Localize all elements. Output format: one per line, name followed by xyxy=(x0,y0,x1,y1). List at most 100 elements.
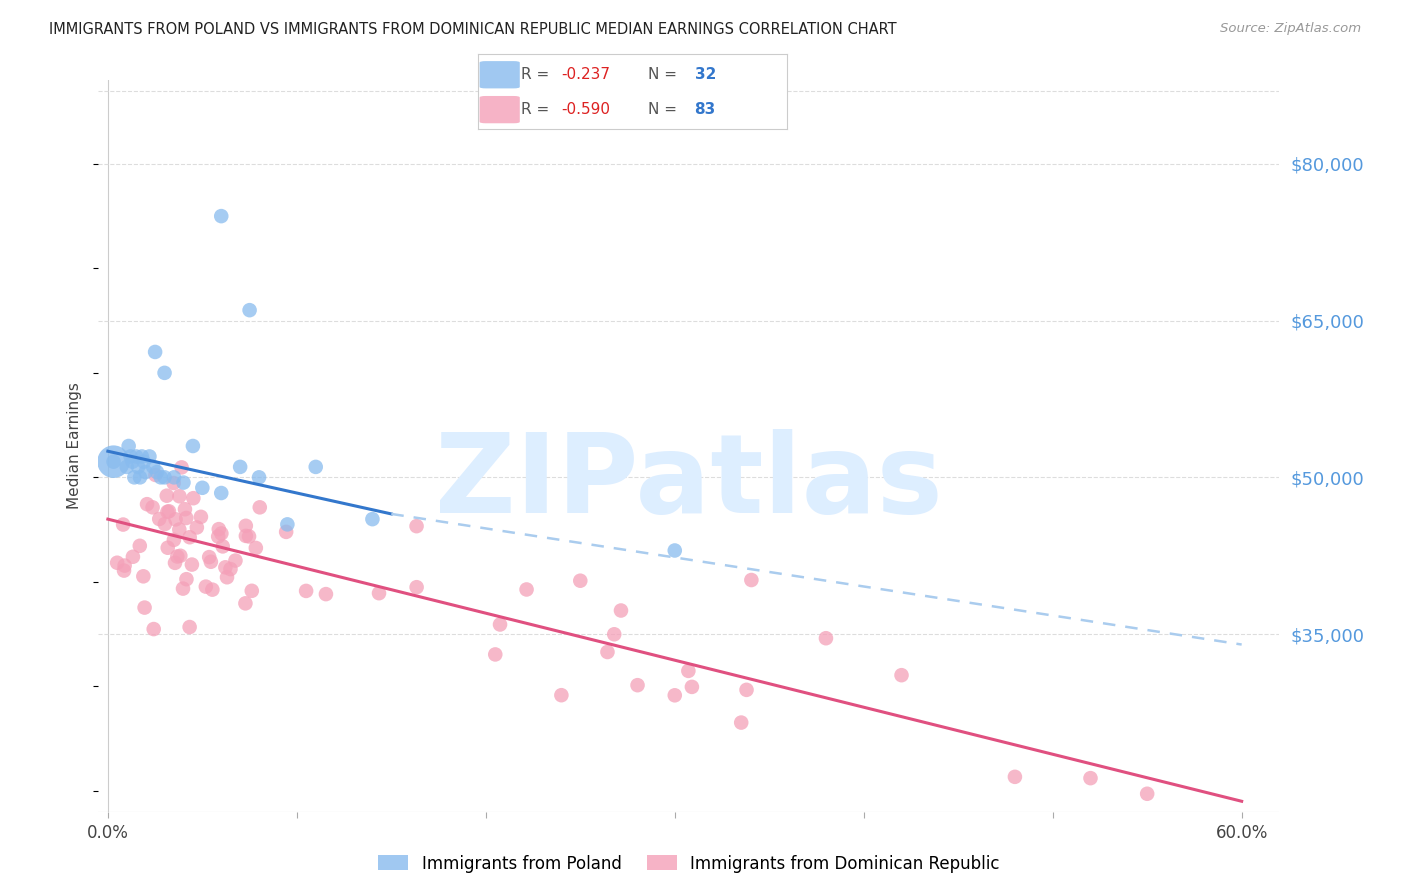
Text: IMMIGRANTS FROM POLAND VS IMMIGRANTS FROM DOMINICAN REPUBLIC MEDIAN EARNINGS COR: IMMIGRANTS FROM POLAND VS IMMIGRANTS FRO… xyxy=(49,22,897,37)
Legend: Immigrants from Poland, Immigrants from Dominican Republic: Immigrants from Poland, Immigrants from … xyxy=(371,848,1007,880)
Immigrants from Dominican Republic xyxy=(276,524,298,539)
Immigrants from Dominican Republic xyxy=(238,529,260,543)
Immigrants from Poland xyxy=(143,345,166,359)
Immigrants from Poland xyxy=(124,470,146,484)
Immigrants from Poland xyxy=(125,450,148,464)
Immigrants from Dominican Republic xyxy=(163,556,186,570)
Immigrants from Dominican Republic xyxy=(626,678,648,692)
Immigrants from Dominican Republic xyxy=(162,476,184,491)
Text: -0.590: -0.590 xyxy=(561,102,610,117)
Immigrants from Dominican Republic xyxy=(550,688,572,702)
Immigrants from Dominican Republic xyxy=(148,512,170,526)
Immigrants from Dominican Republic xyxy=(114,558,136,573)
Immigrants from Dominican Republic xyxy=(235,529,257,543)
Immigrants from Dominican Republic xyxy=(157,504,180,518)
Immigrants from Dominican Republic xyxy=(156,505,179,519)
Immigrants from Poland xyxy=(103,455,125,469)
Immigrants from Dominican Republic xyxy=(249,500,271,515)
Immigrants from Poland xyxy=(142,459,165,474)
Immigrants from Dominican Republic xyxy=(201,582,224,597)
Immigrants from Dominican Republic xyxy=(179,530,201,544)
FancyBboxPatch shape xyxy=(479,96,520,123)
Immigrants from Poland xyxy=(121,455,143,469)
Immigrants from Dominican Republic xyxy=(183,491,205,506)
Immigrants from Poland xyxy=(209,209,232,223)
Immigrants from Dominican Republic xyxy=(112,564,135,578)
Text: N =: N = xyxy=(648,67,682,82)
Immigrants from Dominican Republic xyxy=(105,556,128,570)
Immigrants from Poland xyxy=(209,486,232,500)
Immigrants from Dominican Republic xyxy=(890,668,912,682)
Text: R =: R = xyxy=(522,67,554,82)
FancyBboxPatch shape xyxy=(479,62,520,88)
Immigrants from Dominican Republic xyxy=(489,617,512,632)
Immigrants from Dominican Republic xyxy=(176,572,198,586)
Immigrants from Dominican Republic xyxy=(214,560,236,574)
Immigrants from Dominican Republic xyxy=(169,489,191,503)
Text: ZIPatlas: ZIPatlas xyxy=(434,429,943,536)
Immigrants from Dominican Republic xyxy=(128,539,150,553)
Immigrants from Dominican Republic xyxy=(240,583,263,598)
Immigrants from Poland xyxy=(131,450,153,464)
Immigrants from Dominican Republic xyxy=(142,500,165,515)
Immigrants from Dominican Republic xyxy=(405,519,427,533)
Immigrants from Poland xyxy=(149,470,172,484)
Immigrants from Dominican Republic xyxy=(200,555,222,569)
Immigrants from Dominican Republic xyxy=(170,460,193,475)
Immigrants from Dominican Republic xyxy=(165,512,187,526)
Immigrants from Dominican Republic xyxy=(190,509,212,524)
Text: N =: N = xyxy=(648,102,682,117)
Immigrants from Dominican Republic xyxy=(235,518,257,533)
Immigrants from Dominican Republic xyxy=(208,522,231,536)
Immigrants from Poland xyxy=(229,459,252,474)
Immigrants from Poland xyxy=(153,470,176,484)
Immigrants from Dominican Republic xyxy=(678,664,700,678)
Immigrants from Poland xyxy=(247,470,270,484)
Immigrants from Dominican Republic xyxy=(315,587,337,601)
Immigrants from Dominican Republic xyxy=(730,715,752,730)
Immigrants from Dominican Republic xyxy=(207,529,229,543)
Immigrants from Poland xyxy=(127,459,149,474)
Immigrants from Poland xyxy=(239,303,262,318)
Immigrants from Dominican Republic xyxy=(211,540,233,554)
Immigrants from Poland xyxy=(163,470,186,484)
Immigrants from Dominican Republic xyxy=(1192,831,1215,846)
Immigrants from Dominican Republic xyxy=(368,586,391,600)
Y-axis label: Median Earnings: Median Earnings xyxy=(67,383,83,509)
Text: 83: 83 xyxy=(695,102,716,117)
Immigrants from Dominican Republic xyxy=(145,467,167,482)
Immigrants from Dominican Republic xyxy=(1080,771,1102,785)
Immigrants from Poland xyxy=(361,512,384,526)
Immigrants from Poland xyxy=(132,455,155,469)
Immigrants from Dominican Republic xyxy=(122,549,145,564)
Immigrants from Poland xyxy=(664,543,686,558)
Immigrants from Dominican Republic xyxy=(174,502,197,516)
Immigrants from Dominican Republic xyxy=(134,600,156,615)
Immigrants from Dominican Republic xyxy=(814,631,837,645)
Immigrants from Poland xyxy=(276,517,298,532)
Immigrants from Dominican Republic xyxy=(735,682,758,697)
Text: R =: R = xyxy=(522,102,554,117)
Immigrants from Poland xyxy=(115,459,138,474)
Immigrants from Poland xyxy=(118,439,141,453)
Immigrants from Poland xyxy=(153,366,176,380)
Immigrants from Dominican Republic xyxy=(156,489,179,503)
Immigrants from Poland xyxy=(181,439,204,453)
Immigrants from Poland xyxy=(138,450,160,464)
Immigrants from Dominican Republic xyxy=(209,526,232,541)
Immigrants from Dominican Republic xyxy=(153,516,176,531)
Immigrants from Dominican Republic xyxy=(169,549,191,563)
Immigrants from Dominican Republic xyxy=(215,570,238,584)
Point xyxy=(103,455,125,469)
Immigrants from Dominican Republic xyxy=(1136,787,1159,801)
Immigrants from Dominican Republic xyxy=(484,648,506,662)
Immigrants from Dominican Republic xyxy=(136,497,159,511)
Immigrants from Dominican Republic xyxy=(516,582,538,597)
Immigrants from Dominican Republic xyxy=(596,645,619,659)
Immigrants from Poland xyxy=(305,459,328,474)
Immigrants from Dominican Republic xyxy=(172,582,194,596)
Immigrants from Dominican Republic xyxy=(169,523,191,537)
Text: 32: 32 xyxy=(695,67,716,82)
Immigrants from Dominican Republic xyxy=(180,558,202,572)
Immigrants from Dominican Republic xyxy=(245,541,267,555)
